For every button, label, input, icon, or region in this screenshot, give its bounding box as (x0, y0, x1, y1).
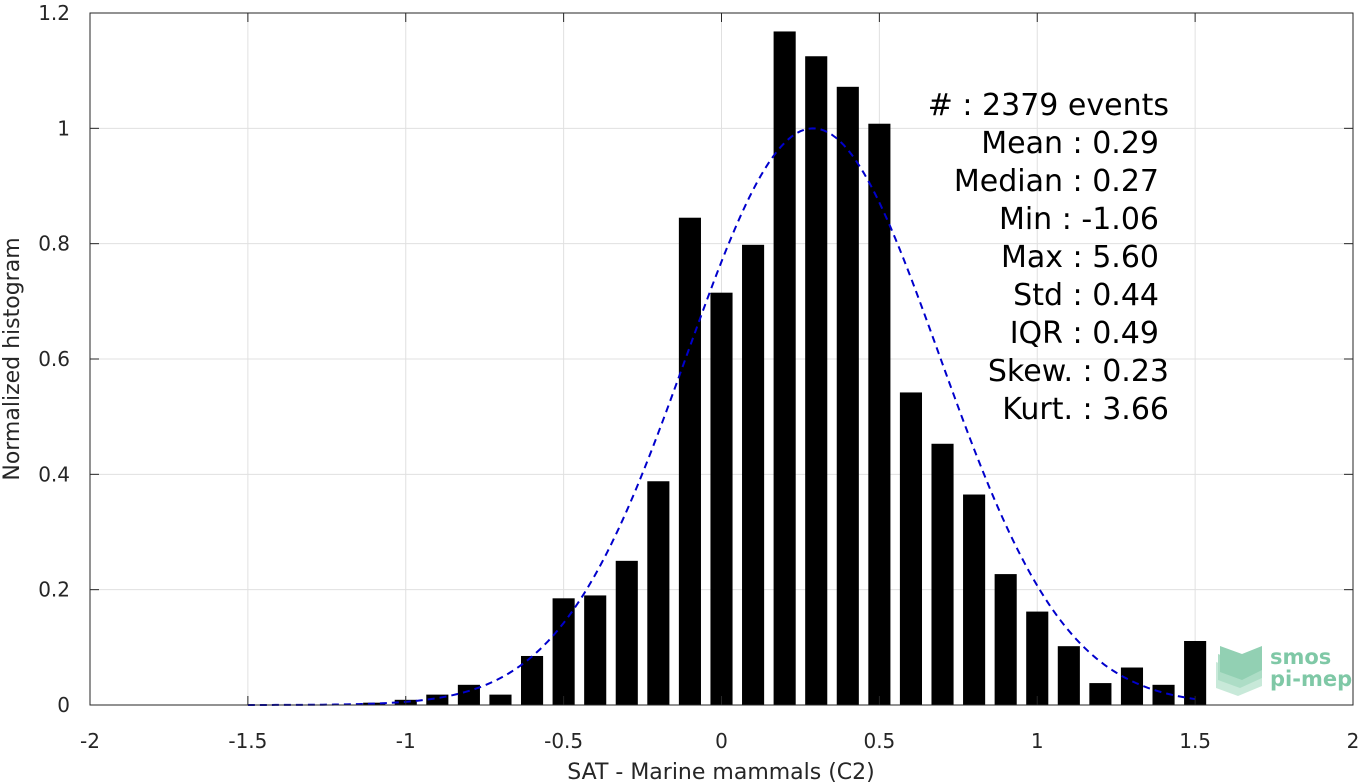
x-tick-label: 0 (715, 729, 728, 753)
stat-median: Median : 0.27 (954, 164, 1159, 199)
x-tick-label: -1 (396, 729, 416, 753)
x-tick-labels: -2 -1.5 -1 -0.5 0 0.5 1 1.5 2 (80, 729, 1359, 753)
histogram-bar (805, 56, 828, 705)
y-tick-label: 0.4 (38, 462, 70, 486)
histogram-bar (1057, 646, 1080, 705)
histogram-bar (615, 560, 638, 705)
histogram-bar (647, 481, 670, 705)
x-tick-label: 2 (1347, 729, 1360, 753)
logo-line2: pi-mep (1270, 667, 1352, 691)
histogram-bar (457, 684, 480, 705)
x-tick-label: -1.5 (228, 729, 267, 753)
histogram-bar (994, 574, 1017, 705)
stats-annotation: # : 2379 events Mean : 0.29 Median : 0.2… (928, 88, 1169, 427)
y-tick-label: 1.2 (38, 1, 70, 25)
histogram-bar (489, 694, 512, 705)
y-tick-label: 0.2 (38, 578, 70, 602)
y-tick-label: 0 (57, 693, 70, 717)
histogram-bar (836, 86, 859, 705)
stat-max: Max : 5.60 (1001, 240, 1159, 275)
stat-skew: Skew. : 0.23 (988, 354, 1169, 389)
histogram-bar (710, 292, 733, 705)
axis-ticks (89, 12, 1354, 706)
histogram-bar (584, 595, 607, 705)
x-axis-label: SAT - Marine mammals (C2) (567, 760, 875, 784)
logo-icon (1216, 646, 1262, 696)
histogram-bar (899, 392, 923, 705)
stat-min: Min : -1.06 (999, 202, 1159, 237)
histogram-bar (1152, 684, 1175, 705)
histogram-bar (773, 31, 796, 706)
x-tick-label: 1.5 (1179, 729, 1211, 753)
stat-kurt: Kurt. : 3.66 (1002, 392, 1169, 427)
y-tick-labels: 0 0.2 0.4 0.6 0.8 1 1.2 (38, 1, 70, 717)
y-tick-label: 0.8 (38, 232, 70, 256)
smos-pi-mep-logo: smos pi-mep (1216, 645, 1352, 696)
histogram-bars (363, 31, 1207, 706)
stat-std: Std : 0.44 (1013, 278, 1159, 313)
histogram-bar (963, 494, 986, 705)
histogram-bar (931, 443, 954, 705)
x-tick-label: 0.5 (863, 729, 895, 753)
histogram-bar (868, 123, 891, 706)
histogram-bar (742, 244, 765, 705)
histogram-bar (426, 694, 449, 705)
y-tick-label: 1 (57, 116, 70, 140)
histogram-bar (520, 655, 544, 705)
y-tick-label: 0.6 (38, 347, 70, 371)
y-axis-label: Normalized histogram (0, 237, 25, 480)
x-tick-label: -2 (80, 729, 100, 753)
histogram-bar (678, 217, 701, 705)
logo-line1: smos (1270, 645, 1331, 669)
x-tick-label: -0.5 (544, 729, 583, 753)
histogram-bar (552, 598, 575, 705)
histogram-bar (1089, 683, 1112, 705)
x-tick-label: 1 (1031, 729, 1044, 753)
stat-mean: Mean : 0.29 (981, 126, 1159, 161)
histogram-bar (1120, 667, 1144, 705)
histogram-bar (1026, 611, 1049, 705)
histogram-bar (1184, 640, 1207, 705)
stat-iqr: IQR : 0.49 (1010, 316, 1159, 351)
stat-count: # : 2379 events (928, 88, 1169, 123)
